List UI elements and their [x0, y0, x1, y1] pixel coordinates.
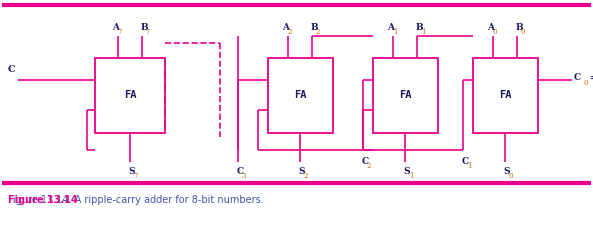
Text: 7: 7 [146, 28, 150, 36]
Text: FA: FA [294, 90, 306, 100]
Bar [372, 58, 438, 133]
Text: = 0: = 0 [587, 74, 593, 83]
Text: B: B [515, 23, 523, 32]
Text: B: B [310, 23, 318, 32]
Text: B: B [140, 23, 148, 32]
Text: 0: 0 [493, 28, 498, 36]
Text: 0: 0 [509, 172, 514, 180]
Text: 1: 1 [393, 28, 397, 36]
Text: Figure 13.14  A ripple-carry adder for 8-bit numbers.: Figure 13.14 A ripple-carry adder for 8-… [8, 195, 264, 205]
Text: C: C [574, 74, 581, 83]
Text: S: S [503, 167, 510, 176]
Text: Figure 13.14: Figure 13.14 [8, 195, 78, 205]
Text: 3: 3 [242, 172, 246, 180]
Text: A: A [282, 23, 289, 32]
Text: B: B [415, 23, 423, 32]
Text: 2: 2 [315, 28, 320, 36]
Text: S: S [404, 167, 410, 176]
Text: FA: FA [499, 90, 511, 100]
Text: C: C [237, 167, 244, 176]
Text: A: A [387, 23, 394, 32]
Text: 1: 1 [409, 172, 413, 180]
Text: S: S [299, 167, 305, 176]
Bar [267, 58, 333, 133]
Text: A: A [487, 23, 495, 32]
Text: 7: 7 [118, 28, 122, 36]
Bar [473, 58, 537, 133]
Text: FA: FA [398, 90, 412, 100]
Text: 2: 2 [304, 172, 308, 180]
Text: 0: 0 [521, 28, 525, 36]
Text: 1: 1 [467, 162, 471, 170]
Text: A: A [113, 23, 120, 32]
Text: C: C [362, 158, 369, 166]
Text: C: C [8, 65, 16, 74]
Bar [95, 58, 165, 133]
Text: 0: 0 [584, 79, 588, 87]
Text: 7: 7 [134, 172, 138, 180]
Text: FA: FA [124, 90, 136, 100]
Text: 2: 2 [288, 28, 292, 36]
Text: C: C [461, 158, 468, 166]
Text: S: S [129, 167, 135, 176]
Text: 1: 1 [421, 28, 425, 36]
Text: 2: 2 [366, 162, 371, 170]
